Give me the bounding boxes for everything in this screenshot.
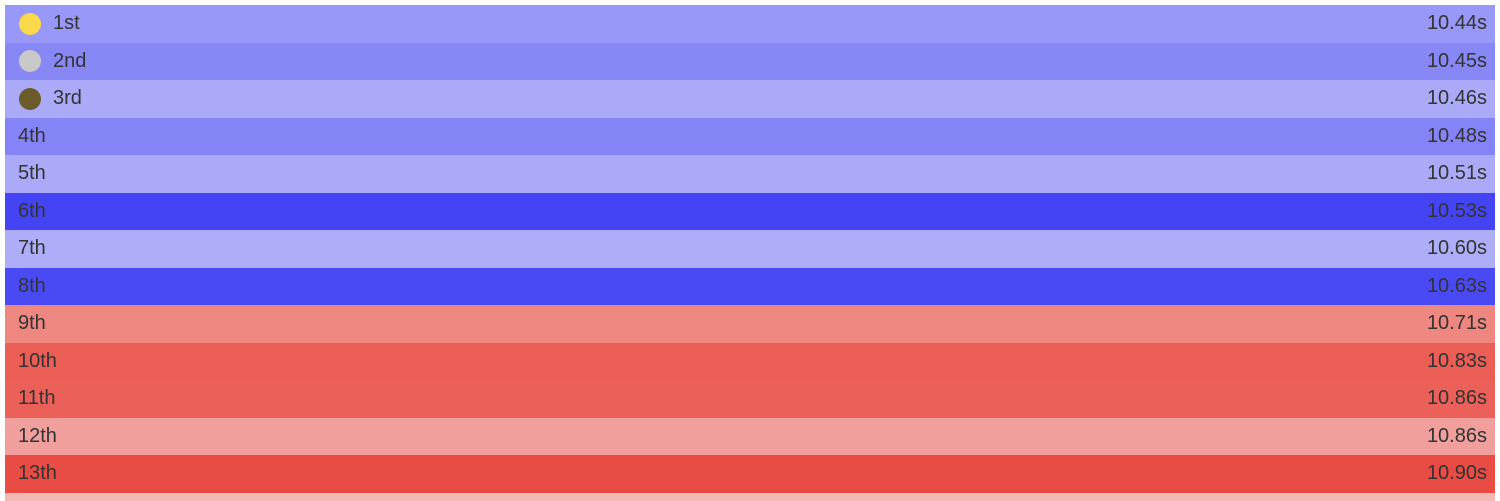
result-row: 7th 10.60s [5, 230, 1495, 268]
medal [19, 50, 41, 73]
result-row: 11th 10.86s [5, 380, 1495, 418]
time: 10.45s [1426, 49, 1487, 72]
place: 4th [18, 124, 46, 147]
result-row: 12th 10.86s [5, 417, 1495, 455]
time: 10.44s [1426, 12, 1487, 35]
result-row: 9th 10.71s [5, 305, 1495, 343]
time: 10.48s [1426, 124, 1487, 147]
time: 10.71s [1426, 312, 1487, 335]
medal [19, 12, 41, 35]
place: 12th [18, 424, 57, 447]
result-row: 8th 10.63s [5, 267, 1495, 305]
result-row: 6th 10.53s [5, 192, 1495, 230]
place: 7th [18, 237, 46, 260]
result-row: 13th 10.90s [5, 455, 1495, 493]
results-list: 1st 10.44s 2nd 10.45s 3rd 10.46s 4th 10.48s 5th 1… [5, 5, 1495, 493]
place: 2nd [53, 49, 87, 72]
result-row: 3rd 10.46s [5, 80, 1495, 118]
time: 10.60s [1426, 237, 1487, 260]
place: 5th [18, 162, 46, 185]
time: 10.86s [1426, 387, 1487, 410]
place: 3rd [53, 87, 82, 110]
place: 9th [18, 312, 46, 335]
result-row: 10th 10.83s [5, 342, 1495, 380]
place: 11th [18, 387, 56, 410]
place: 10th [18, 349, 57, 372]
result-row: 2nd 10.45s [5, 42, 1495, 80]
result-row: 1st 10.44s [5, 5, 1495, 43]
place: 13th [18, 462, 57, 485]
time: 10.86s [1426, 424, 1487, 447]
place: 6th [18, 199, 46, 222]
time: 10.46s [1426, 87, 1487, 110]
time: 10.51s [1426, 162, 1487, 185]
time: 10.53s [1426, 199, 1487, 222]
medal [19, 87, 41, 110]
time: 10.83s [1426, 349, 1487, 372]
place: 1st [53, 12, 80, 35]
result-row: 5th 10.51s [5, 155, 1495, 193]
place: 8th [18, 274, 46, 297]
next-row-partial [5, 492, 1495, 501]
time: 10.63s [1426, 274, 1487, 297]
result-row: 4th 10.48s [5, 117, 1495, 155]
time: 10.90s [1426, 462, 1487, 485]
